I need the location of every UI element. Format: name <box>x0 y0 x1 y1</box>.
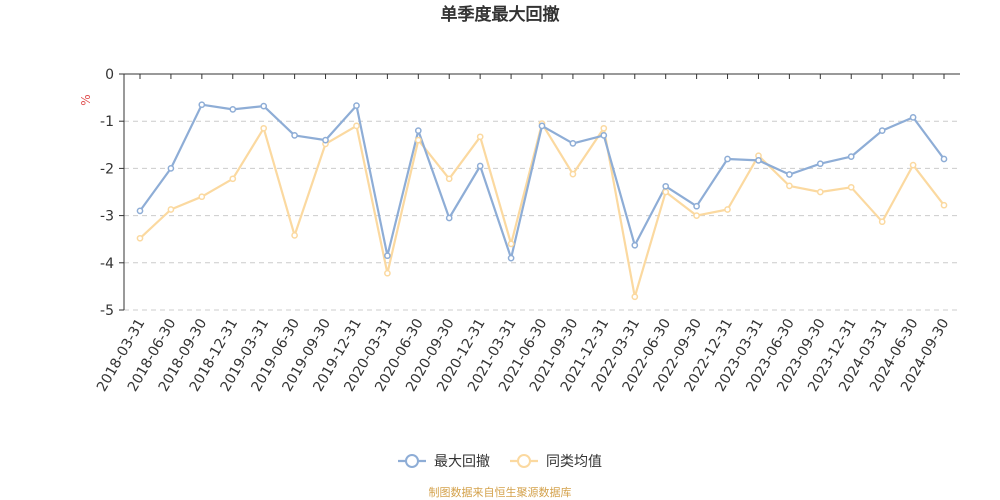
data-point[interactable] <box>693 202 700 210</box>
data-point[interactable] <box>940 201 948 209</box>
y-tick-label: -3 <box>100 209 114 225</box>
data-point[interactable] <box>136 207 144 215</box>
series-points <box>136 101 948 301</box>
data-point[interactable] <box>724 155 731 163</box>
data-point[interactable] <box>662 188 670 196</box>
gridlines <box>124 120 960 311</box>
legend-marker <box>405 454 419 468</box>
data-point[interactable] <box>260 102 268 110</box>
data-point[interactable] <box>878 127 886 134</box>
data-point[interactable] <box>909 114 917 121</box>
data-point[interactable] <box>414 127 422 134</box>
data-point[interactable] <box>507 240 515 248</box>
data-point[interactable] <box>786 182 793 190</box>
data-point[interactable] <box>445 175 453 183</box>
chart-title: 单季度最大回撤 <box>441 4 560 25</box>
data-point[interactable] <box>445 214 453 222</box>
y-tick-label: -4 <box>100 256 114 272</box>
data-point[interactable] <box>847 153 855 160</box>
data-point[interactable] <box>167 206 175 213</box>
data-point[interactable] <box>693 212 700 219</box>
data-point[interactable] <box>631 293 639 301</box>
y-tick-label: -2 <box>100 161 114 177</box>
data-point[interactable] <box>569 140 577 147</box>
data-point[interactable] <box>878 218 886 226</box>
data-point[interactable] <box>198 101 206 109</box>
legend-marker <box>517 454 531 468</box>
data-point[interactable] <box>229 106 237 113</box>
legend-label[interactable]: 最大回撤 <box>434 454 490 470</box>
data-point[interactable] <box>600 132 608 139</box>
data-point[interactable] <box>847 183 855 191</box>
data-point[interactable] <box>600 124 608 132</box>
y-tick-label: -1 <box>100 114 114 130</box>
data-point[interactable] <box>816 188 824 196</box>
axes <box>123 73 960 310</box>
data-point[interactable] <box>353 122 360 130</box>
data-point[interactable] <box>909 161 917 169</box>
data-point[interactable] <box>786 171 793 178</box>
series-lines <box>139 103 945 298</box>
legend: 最大回撤 同类均值 <box>398 454 602 470</box>
legend-label[interactable]: 同类均值 <box>546 454 602 470</box>
x-axis-ticks: 2018-03-312018-06-302018-09-302018-12-31… <box>94 74 952 394</box>
data-point[interactable] <box>198 193 206 201</box>
data-point[interactable] <box>260 124 268 132</box>
source-note: 制图数据来自恒生聚源数据库 <box>429 485 572 499</box>
data-point[interactable] <box>291 232 298 239</box>
data-point[interactable] <box>631 241 639 249</box>
y-tick-label: 0 <box>105 67 114 83</box>
series-line-1 <box>139 122 945 298</box>
data-point[interactable] <box>755 157 762 164</box>
data-point[interactable] <box>940 155 948 163</box>
data-point[interactable] <box>476 133 484 141</box>
data-point[interactable] <box>322 136 329 144</box>
data-point[interactable] <box>476 162 484 170</box>
data-point[interactable] <box>167 165 175 172</box>
data-point[interactable] <box>229 175 237 183</box>
data-point[interactable] <box>414 136 422 144</box>
data-point[interactable] <box>816 160 824 168</box>
data-point[interactable] <box>569 170 577 178</box>
data-point[interactable] <box>353 102 360 109</box>
y-axis-label: % <box>79 94 93 105</box>
y-axis-ticks: 0 -1 -2 -3 -4 -5 <box>100 67 124 319</box>
data-point[interactable] <box>384 269 391 277</box>
data-point[interactable] <box>724 206 731 213</box>
data-point[interactable] <box>291 132 298 139</box>
data-point[interactable] <box>538 122 546 130</box>
y-tick-label: -5 <box>100 303 114 319</box>
data-point[interactable] <box>136 234 144 242</box>
data-point[interactable] <box>662 182 670 190</box>
data-point[interactable] <box>384 252 391 260</box>
data-point[interactable] <box>507 254 515 262</box>
